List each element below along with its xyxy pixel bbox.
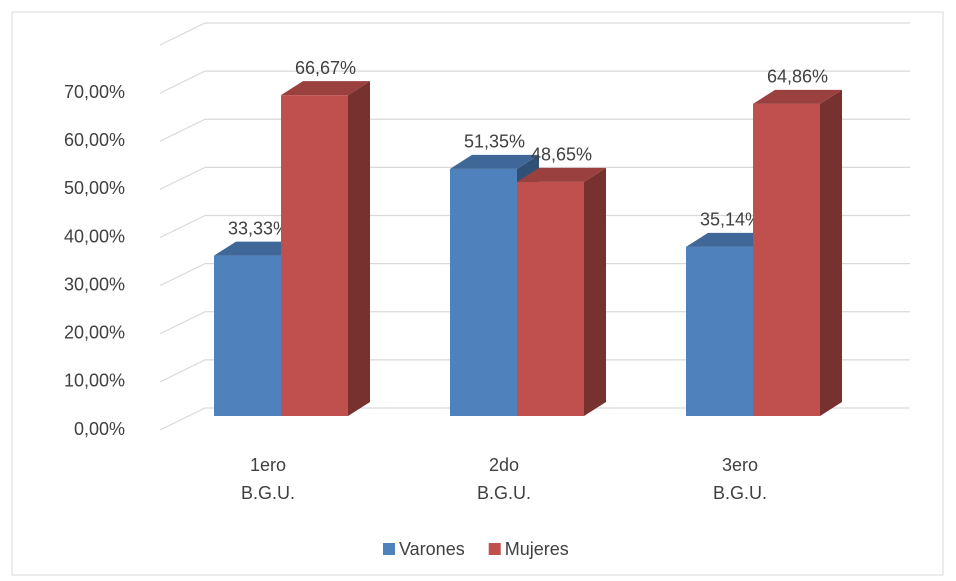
bar — [450, 168, 517, 416]
bar — [753, 103, 820, 416]
bar-side — [584, 167, 606, 416]
y-tick-label: 60,00% — [64, 130, 125, 150]
x-tick-label: 1ero — [250, 455, 286, 475]
legend-label: Varones — [399, 539, 465, 559]
bar — [214, 255, 281, 416]
data-label: 51,35% — [464, 132, 525, 152]
y-tick-label: 40,00% — [64, 226, 125, 246]
x-tick-label: B.G.U. — [477, 483, 531, 503]
grid-line — [159, 359, 206, 383]
data-label: 33,33% — [228, 218, 289, 238]
x-tick-label: 3ero — [722, 455, 758, 475]
y-tick-label: 10,00% — [64, 371, 125, 391]
legend-label: Mujeres — [505, 539, 569, 559]
bar-side — [820, 89, 842, 416]
bar-side — [348, 81, 370, 416]
grid-line — [159, 70, 206, 94]
data-label: 66,67% — [295, 58, 356, 78]
data-label: 64,86% — [767, 67, 828, 87]
x-tick-label: 2do — [489, 455, 519, 475]
x-tick-label: B.G.U. — [241, 483, 295, 503]
bar — [686, 246, 753, 416]
bar-top — [214, 241, 303, 256]
grid-line — [159, 118, 206, 142]
data-label: 48,65% — [531, 145, 592, 165]
y-tick-label: 20,00% — [64, 323, 125, 343]
bar-top — [517, 167, 606, 182]
grid-line — [159, 311, 206, 335]
bar — [281, 95, 348, 416]
y-tick-label: 0,00% — [74, 419, 125, 439]
bar-top — [450, 154, 539, 169]
y-tick-label: 30,00% — [64, 274, 125, 294]
bar — [517, 181, 584, 416]
grid-line — [159, 166, 206, 190]
data-label: 35,14% — [700, 210, 761, 230]
grid-line — [159, 214, 206, 239]
legend-swatch — [383, 543, 395, 555]
y-tick-label: 50,00% — [64, 178, 125, 198]
bar-top — [753, 89, 842, 104]
grid-line — [159, 22, 206, 46]
x-tick-label: B.G.U. — [713, 483, 767, 503]
grid-line — [159, 407, 206, 431]
bar-top — [686, 232, 775, 247]
grid-line — [159, 263, 206, 287]
bar-top — [281, 81, 370, 96]
legend-swatch — [488, 543, 501, 555]
y-tick-label: 70,00% — [64, 82, 125, 102]
